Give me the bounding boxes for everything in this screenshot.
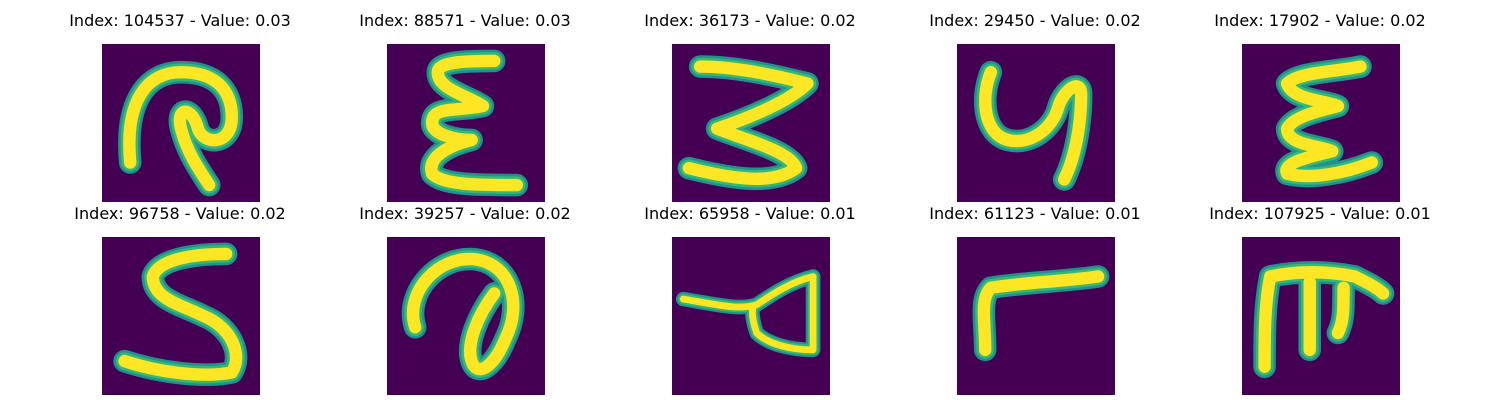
glyph-stroke [118, 247, 243, 381]
glyph-stroke [425, 54, 523, 192]
handwritten-glyph-epsilon [420, 49, 529, 197]
digit-image-5 [1242, 44, 1400, 202]
glyph-stroke [1280, 60, 1378, 183]
panel-title: Index: 65958 - Value: 0.01 [644, 204, 856, 223]
glyph-stroke [677, 271, 819, 356]
handwritten-glyph-epsilon-bold [1275, 55, 1384, 188]
handwritten-glyph-triangle-tail [675, 269, 821, 358]
glyph-stroke [977, 270, 1105, 357]
digit-image-9 [957, 237, 1115, 395]
handwritten-glyph-table [1253, 260, 1395, 379]
panel-title: Index: 88571 - Value: 0.03 [359, 11, 571, 30]
glyph-stroke [1258, 266, 1390, 373]
handwritten-glyph-s [113, 242, 248, 386]
digit-image-8 [672, 237, 830, 395]
panel-title: Index: 29450 - Value: 0.02 [929, 11, 1141, 30]
glyph-stroke [406, 252, 520, 376]
digit-image-10 [1242, 237, 1400, 395]
handwritten-glyph-loop [401, 247, 525, 381]
digit-image-3 [672, 44, 830, 202]
glyph-stroke [979, 66, 1088, 186]
panel-title: Index: 107925 - Value: 0.01 [1209, 204, 1431, 223]
digit-image-1 [102, 44, 260, 202]
glyph-stroke [682, 60, 814, 186]
digit-image-7 [387, 237, 545, 395]
handwritten-glyph-r [972, 265, 1110, 362]
panel-title: Index: 39257 - Value: 0.02 [359, 204, 571, 223]
panel-title: Index: 104537 - Value: 0.03 [69, 11, 291, 30]
panel-title: Index: 36173 - Value: 0.02 [644, 11, 856, 30]
digit-image-2 [387, 44, 545, 202]
glyph-stroke [679, 273, 817, 354]
panel-title: Index: 61123 - Value: 0.01 [929, 204, 1141, 223]
handwritten-glyph-loop-hook [118, 60, 244, 197]
panel-title: Index: 17902 - Value: 0.02 [1214, 11, 1426, 30]
handwritten-glyph-y [973, 60, 1093, 191]
digit-image-4 [957, 44, 1115, 202]
handwritten-glyph-zigzag-3 [677, 55, 819, 191]
digit-image-6 [102, 237, 260, 395]
glyph-stroke [123, 66, 238, 192]
panel-title: Index: 96758 - Value: 0.02 [74, 204, 286, 223]
